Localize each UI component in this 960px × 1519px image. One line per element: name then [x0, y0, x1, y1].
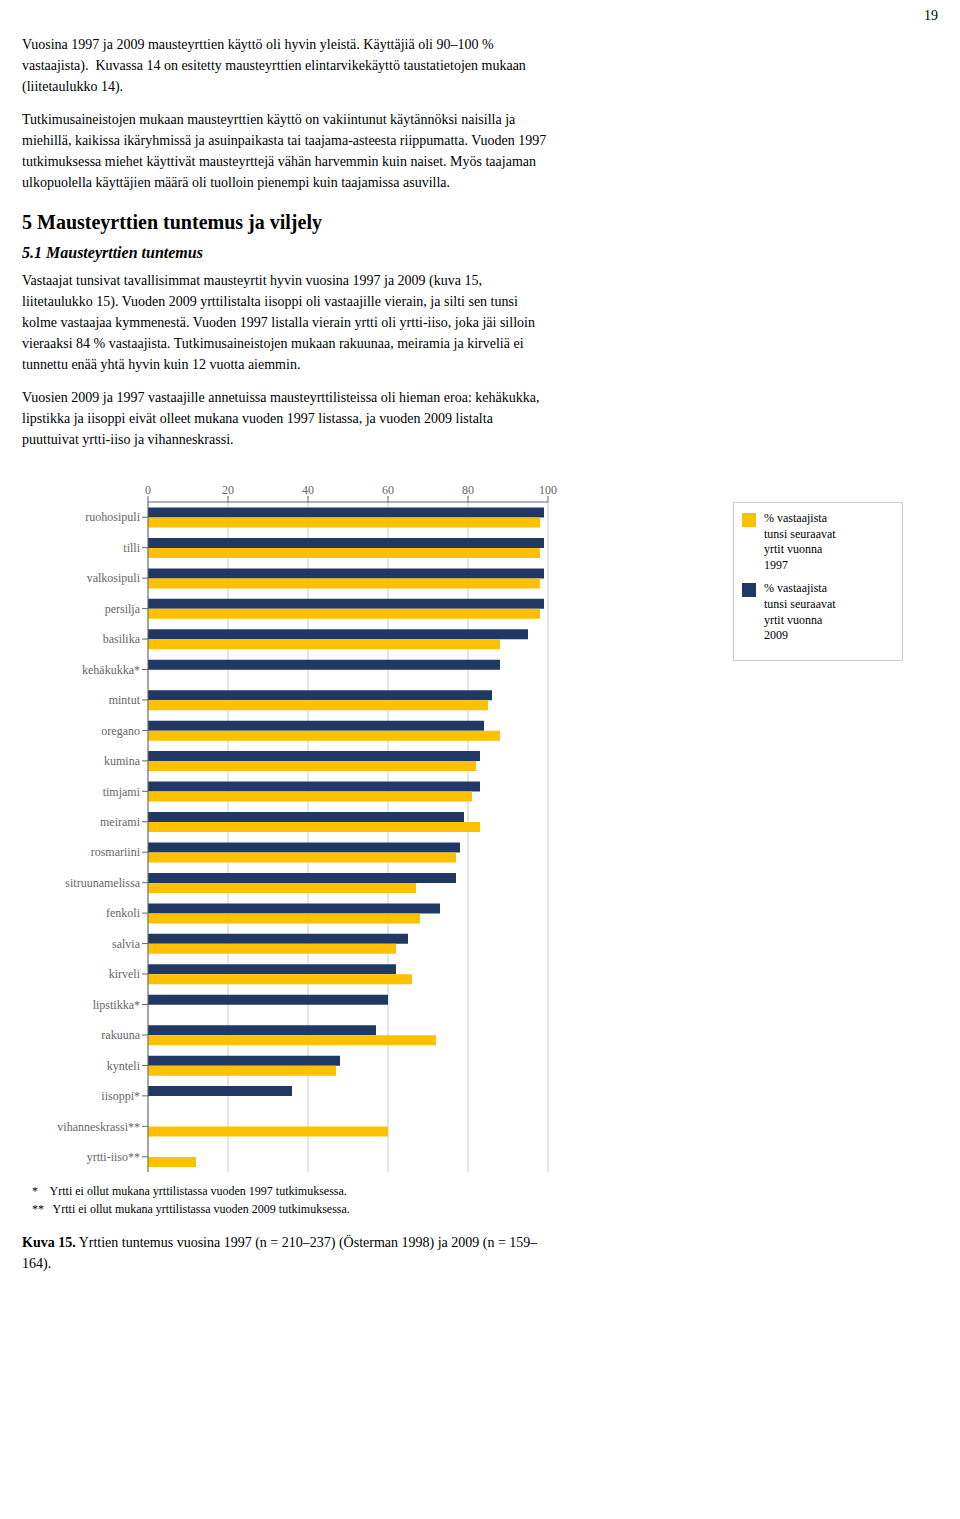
- svg-text:kumina: kumina: [104, 754, 141, 768]
- svg-text:60: 60: [382, 483, 394, 497]
- svg-text:20: 20: [222, 483, 234, 497]
- svg-text:basilika: basilika: [103, 632, 141, 646]
- svg-text:oregano: oregano: [101, 724, 140, 738]
- svg-text:tilli: tilli: [123, 541, 140, 555]
- html-text:Vuosina 1997 ja 2009 mausteyrt: Vuosina 1997 ja 2009 mausteyrttien käytt…: [22, 37, 526, 94]
- svg-text:persilja: persilja: [105, 602, 141, 616]
- svg-text:80: 80: [462, 483, 474, 497]
- svg-text:salvia: salvia: [112, 937, 141, 951]
- svg-text:fenkoli: fenkoli: [106, 906, 141, 920]
- svg-text:100: 100: [539, 483, 557, 497]
- html-text:% vastaajista tunsi seuraavat: % vastaajista tunsi seuraavat yrtit vuon…: [764, 581, 836, 643]
- html-text:* Yrtti ei ollut mukana yrttil: * Yrtti ei ollut mukana yrttilistassa vu…: [32, 1184, 347, 1198]
- html-text:Kuva 15. Yrttien tuntemus vuos: Kuva 15. Yrttien tuntemus vuosina 1997 (…: [22, 1235, 538, 1271]
- html-text:% vastaajista tunsi seuraavat: % vastaajista tunsi seuraavat yrtit vuon…: [764, 511, 836, 572]
- html-text:Vastaajat tunsivat tavallisimm: Vastaajat tunsivat tavallisimmat maustey…: [22, 273, 535, 372]
- svg-text:vihanneskrassi**: vihanneskrassi**: [57, 1120, 140, 1134]
- svg-text:lipstikka*: lipstikka*: [93, 998, 140, 1012]
- html-text:** Yrtti ei ollut mukana yrtti: ** Yrtti ei ollut mukana yrttilistassa v…: [32, 1202, 350, 1216]
- svg-text:meirami: meirami: [100, 815, 141, 829]
- svg-text:sitruunamelissa: sitruunamelissa: [65, 876, 140, 890]
- svg-text:yrtti-iiso**: yrtti-iiso**: [87, 1150, 140, 1164]
- html-text:5.1 Mausteyrttien tuntemus: 5.1 Mausteyrttien tuntemus: [22, 244, 203, 261]
- html-text:19: 19: [924, 8, 938, 23]
- svg-text:kirveli: kirveli: [109, 967, 141, 981]
- html-text:Tutkimusaineistojen mukaan mau: Tutkimusaineistojen mukaan mausteyrttien…: [22, 112, 547, 190]
- svg-text:0: 0: [145, 483, 151, 497]
- html-text:5 Mausteyrttien tuntemus ja vi: 5 Mausteyrttien tuntemus ja viljely: [22, 211, 322, 233]
- svg-text:timjami: timjami: [103, 785, 141, 799]
- svg-text:40: 40: [302, 483, 314, 497]
- svg-text:kehäkukka*: kehäkukka*: [82, 663, 140, 677]
- svg-text:rosmariini: rosmariini: [91, 845, 141, 859]
- svg-text:rakuuna: rakuuna: [101, 1028, 140, 1042]
- svg-text:kynteli: kynteli: [107, 1059, 141, 1073]
- svg-text:ruohosipuli: ruohosipuli: [85, 510, 140, 524]
- svg-text:iisoppi*: iisoppi*: [101, 1089, 140, 1103]
- svg-text:valkosipuli: valkosipuli: [87, 571, 141, 585]
- html-text:Vuosien 2009 ja 1997 vastaajil: Vuosien 2009 ja 1997 vastaajille annetui…: [22, 390, 540, 447]
- svg-text:mintut: mintut: [109, 693, 141, 707]
